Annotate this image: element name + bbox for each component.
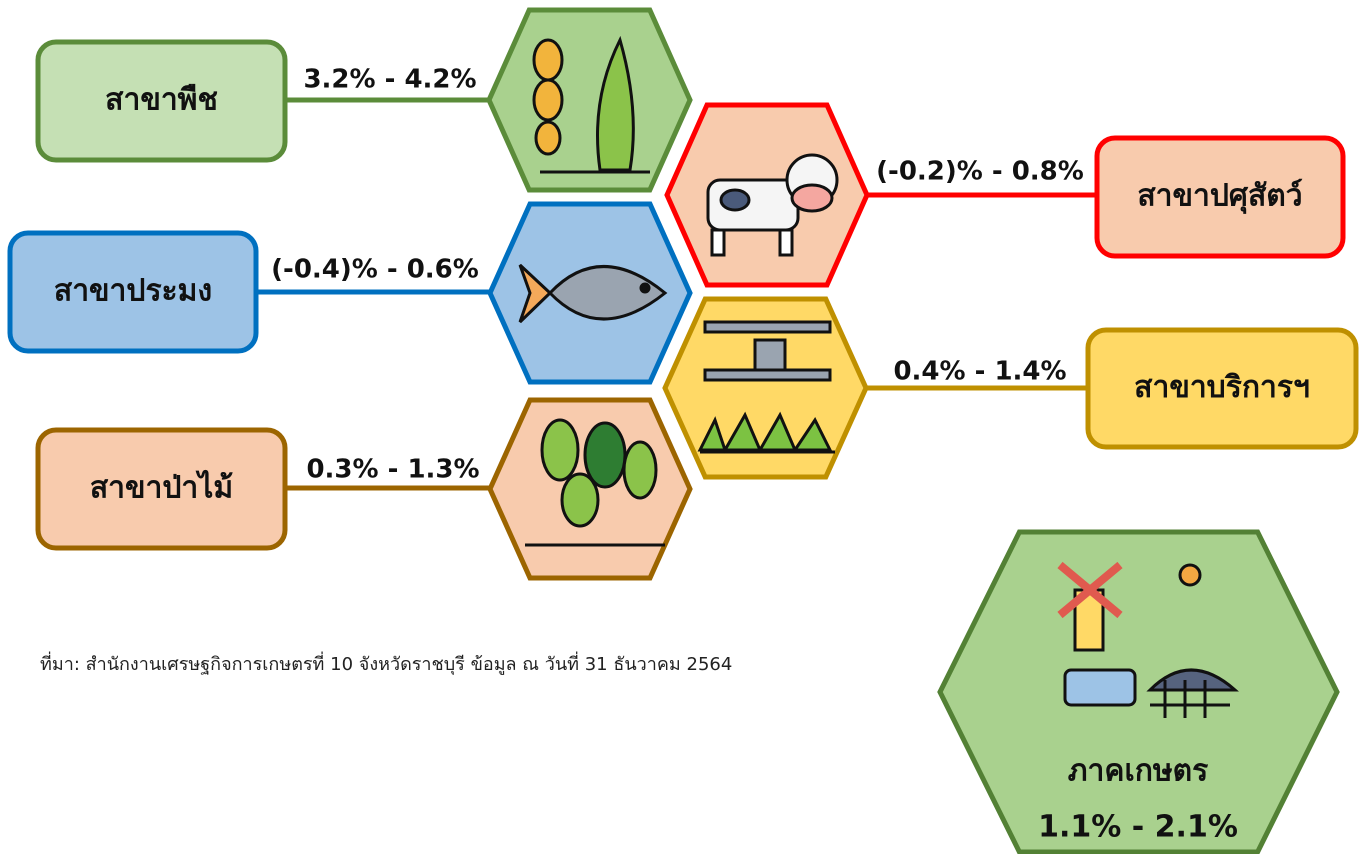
growth-range: 3.2% - 4.2% <box>303 65 476 95</box>
infographic: ที่มา: สำนักงานเศรษฐกิจการเกษตรที่ 10 จั… <box>0 0 1364 854</box>
growth-range: 0.4% - 1.4% <box>893 357 1066 387</box>
total-label: ภาคเกษตร <box>1068 754 1208 789</box>
hexagon <box>489 10 690 190</box>
growth-range: (-0.4)% - 0.6% <box>271 255 479 285</box>
total-range: 1.1% - 2.1% <box>1038 810 1238 845</box>
branch-label: สาขาประมง <box>54 274 212 309</box>
branch-label: สาขาพืช <box>105 83 218 118</box>
total-hexagon <box>940 532 1337 852</box>
growth-range: (-0.2)% - 0.8% <box>876 157 1084 187</box>
branch-label: สาขาป่าไม้ <box>90 470 233 506</box>
growth-range: 0.3% - 1.3% <box>306 455 479 485</box>
source-note: ที่มา: สำนักงานเศรษฐกิจการเกษตรที่ 10 จั… <box>40 651 732 675</box>
branch-label: สาขาบริการฯ <box>1134 370 1310 405</box>
branch-label: สาขาปศุสัตว์ <box>1137 179 1302 215</box>
